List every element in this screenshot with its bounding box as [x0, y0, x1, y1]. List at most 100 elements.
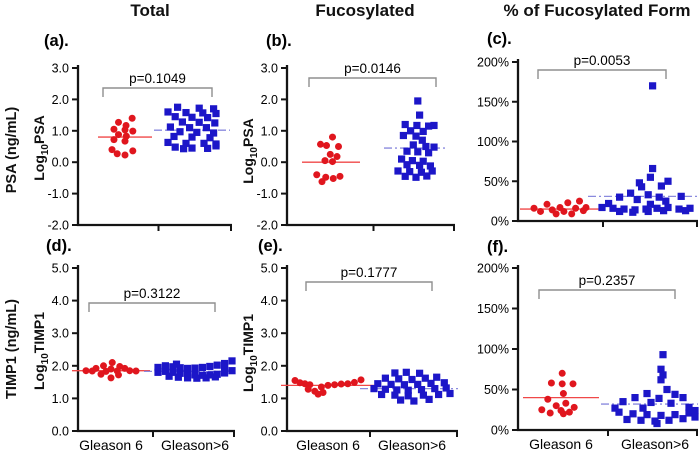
data-point-square	[212, 109, 220, 118]
data-point-square	[646, 173, 654, 181]
data-point-square	[671, 390, 679, 398]
data-point-square	[691, 413, 699, 421]
data-point-circle	[313, 171, 321, 179]
data-point-square	[399, 131, 407, 140]
data-point-square	[427, 379, 435, 388]
data-point-square	[198, 363, 206, 372]
data-point-circle	[110, 136, 118, 144]
data-point-square	[414, 380, 422, 388]
significance-bracket	[102, 87, 213, 97]
data-point-circle	[546, 409, 554, 417]
data-point-circle	[547, 379, 555, 387]
data-point-circle	[569, 380, 577, 388]
data-point-square	[172, 360, 181, 368]
data-point-square	[410, 397, 418, 405]
data-point-square	[212, 142, 220, 150]
data-point-square	[221, 363, 229, 372]
data-point-square	[391, 391, 399, 399]
data-point-square	[425, 149, 433, 157]
data-point-square	[627, 189, 635, 197]
data-point-circle	[568, 210, 576, 218]
data-point-square	[430, 121, 438, 130]
data-point-square	[677, 192, 685, 200]
data-point-circle	[323, 142, 330, 150]
y-tick-label: 0.0	[52, 156, 69, 170]
data-point-square	[685, 403, 693, 411]
data-point-circle	[572, 204, 580, 212]
y-tick-label: 0%	[491, 424, 509, 438]
data-point-circle	[115, 131, 122, 139]
data-point-square	[653, 419, 661, 428]
data-point-square	[619, 398, 627, 406]
data-point-circle	[336, 172, 344, 180]
data-point-circle	[115, 118, 122, 126]
data-point-square	[394, 167, 402, 175]
data-point-square	[184, 374, 192, 382]
data-point-square	[406, 168, 414, 176]
data-point-circle	[121, 126, 129, 134]
data-point-square	[433, 373, 441, 381]
data-point-circle	[324, 381, 332, 389]
y-tick-label: 200%	[477, 56, 509, 70]
data-point-square	[199, 109, 207, 117]
data-point-square	[623, 415, 631, 424]
data-point-square	[419, 391, 427, 399]
data-point-square	[210, 105, 218, 113]
data-point-square	[198, 371, 206, 379]
data-point-square	[416, 369, 424, 377]
data-point-square	[381, 374, 389, 382]
y-tick-label: 5.0	[52, 262, 69, 276]
column-header-percent-fucosylated: % of Fucosylated Form	[503, 1, 691, 20]
y-tick-label: 50%	[484, 175, 509, 189]
data-point-square	[664, 203, 672, 212]
data-point-square	[635, 179, 643, 187]
y-tick-label: 0.0	[261, 156, 278, 170]
y-tick-label: 1.0	[261, 392, 278, 406]
data-point-square	[228, 357, 236, 365]
y-tick-label: 2.0	[261, 359, 278, 373]
y-tick-label: 4.0	[52, 294, 69, 308]
data-point-square	[639, 404, 647, 412]
data-point-square	[679, 394, 687, 402]
data-point-circle	[129, 127, 137, 135]
data-point-square	[412, 173, 420, 181]
data-point-square	[644, 191, 652, 199]
data-point-square	[646, 200, 654, 208]
panel-label: (d).	[46, 237, 72, 255]
data-point-square	[414, 97, 422, 105]
significance-bracket	[537, 69, 667, 79]
data-point-square	[655, 193, 663, 201]
data-point-square	[682, 207, 690, 215]
data-point-square	[161, 362, 169, 370]
data-point-circle	[564, 199, 572, 207]
data-point-square	[204, 114, 212, 122]
data-point-square	[182, 108, 190, 117]
data-point-square	[164, 108, 172, 116]
data-point-square	[210, 129, 218, 137]
data-point-square	[169, 368, 177, 376]
p-value-label: p=0.0146	[344, 61, 401, 76]
data-point-circle	[543, 200, 551, 208]
data-point-circle	[570, 403, 578, 411]
data-point-square	[408, 375, 416, 384]
data-point-square	[667, 399, 675, 407]
data-point-circle	[333, 153, 341, 161]
x-category-label: Gleason>6	[378, 437, 446, 453]
data-point-square	[633, 195, 641, 204]
data-point-square	[202, 124, 210, 132]
data-point-square	[206, 371, 214, 379]
data-point-circle	[107, 374, 115, 382]
data-point-square	[176, 364, 184, 372]
data-point-square	[195, 118, 203, 126]
data-point-square	[193, 374, 201, 382]
data-point-square	[659, 351, 667, 359]
y-tick-label: 3.0	[52, 327, 69, 341]
data-point-square	[657, 365, 665, 373]
data-point-square	[435, 390, 443, 399]
data-point-square	[186, 124, 194, 132]
data-point-circle	[317, 140, 324, 148]
data-point-square	[374, 380, 382, 388]
data-point-square	[679, 415, 687, 423]
significance-bracket	[305, 281, 433, 291]
